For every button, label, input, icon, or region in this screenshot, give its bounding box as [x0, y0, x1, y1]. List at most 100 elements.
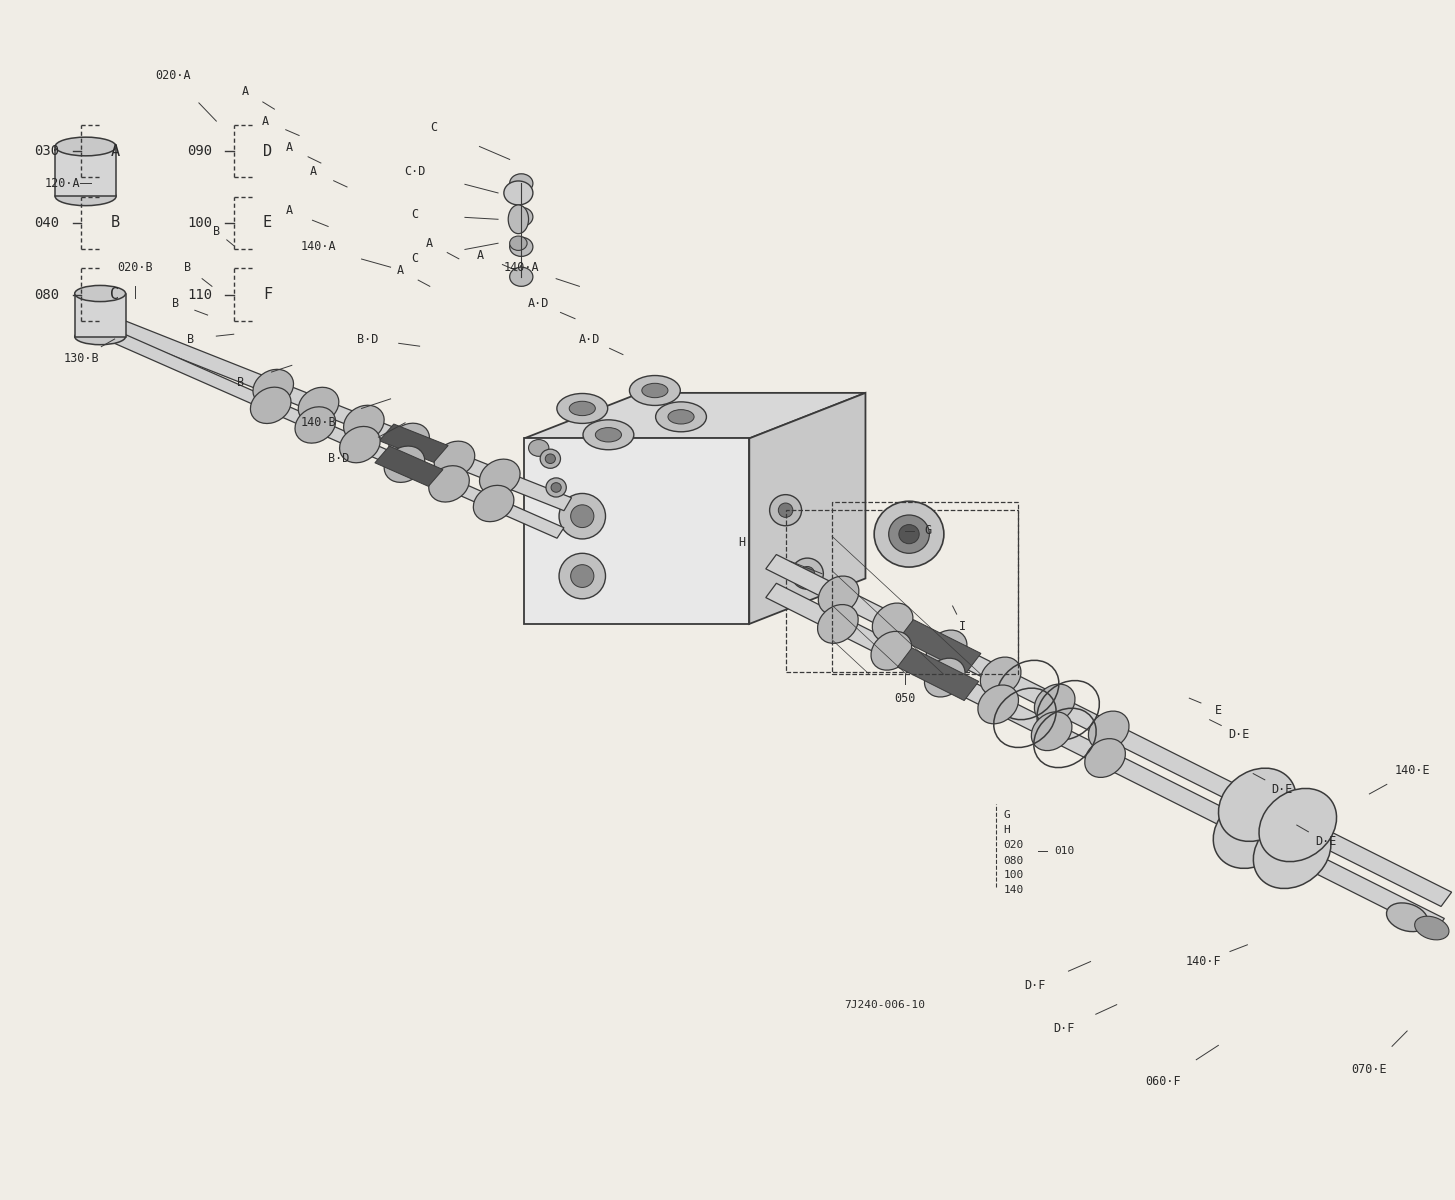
Ellipse shape: [872, 631, 912, 670]
Text: D·E: D·E: [1272, 782, 1293, 796]
Ellipse shape: [1253, 815, 1331, 888]
Text: A: A: [285, 204, 292, 217]
Polygon shape: [111, 318, 572, 511]
Text: 120·A: 120·A: [45, 176, 80, 190]
Ellipse shape: [570, 505, 594, 528]
Text: E: E: [263, 215, 272, 230]
Text: 020: 020: [1004, 840, 1024, 851]
Ellipse shape: [480, 460, 519, 496]
Text: 050: 050: [893, 691, 915, 704]
Ellipse shape: [528, 439, 549, 456]
Ellipse shape: [509, 236, 527, 251]
Ellipse shape: [74, 286, 125, 301]
Text: 100: 100: [1004, 870, 1024, 881]
Ellipse shape: [250, 388, 291, 424]
Text: 100: 100: [186, 216, 212, 230]
Text: 140·B: 140·B: [300, 416, 336, 430]
Text: B: B: [186, 332, 194, 346]
Ellipse shape: [818, 605, 858, 643]
Ellipse shape: [1085, 739, 1125, 778]
Ellipse shape: [434, 442, 474, 478]
Ellipse shape: [559, 493, 605, 539]
Text: G: G: [924, 524, 931, 538]
Ellipse shape: [818, 576, 858, 614]
Ellipse shape: [981, 658, 1021, 696]
Ellipse shape: [557, 394, 608, 424]
Ellipse shape: [429, 466, 470, 502]
Ellipse shape: [1035, 684, 1075, 722]
Ellipse shape: [74, 329, 125, 344]
Text: A: A: [310, 164, 317, 178]
Text: 140·F: 140·F: [1186, 955, 1222, 968]
Polygon shape: [380, 424, 448, 462]
Text: 140·E: 140·E: [1395, 763, 1430, 776]
Ellipse shape: [546, 454, 556, 463]
Text: 090: 090: [186, 144, 212, 158]
Ellipse shape: [1032, 712, 1072, 751]
Ellipse shape: [509, 174, 533, 193]
Text: C·D: C·D: [404, 164, 426, 178]
Ellipse shape: [873, 604, 912, 642]
Ellipse shape: [778, 503, 793, 517]
Text: A: A: [477, 248, 485, 262]
Polygon shape: [55, 146, 116, 197]
Ellipse shape: [583, 420, 634, 450]
Polygon shape: [765, 554, 1452, 906]
Text: A: A: [242, 85, 249, 97]
Ellipse shape: [1387, 902, 1427, 931]
Ellipse shape: [55, 187, 116, 205]
Ellipse shape: [388, 424, 429, 460]
Ellipse shape: [630, 376, 681, 406]
Ellipse shape: [546, 478, 566, 497]
Text: 140·A: 140·A: [503, 260, 540, 274]
Text: D·E: D·E: [1315, 835, 1337, 848]
Text: 080: 080: [35, 288, 60, 301]
Ellipse shape: [656, 402, 707, 432]
Ellipse shape: [295, 407, 336, 443]
Ellipse shape: [559, 553, 605, 599]
Text: C: C: [412, 252, 419, 265]
Text: B: B: [237, 376, 244, 389]
Text: B: B: [183, 260, 191, 274]
Text: 130·B: 130·B: [64, 352, 99, 365]
Text: G: G: [1004, 810, 1010, 821]
Ellipse shape: [1213, 796, 1291, 869]
Text: C: C: [111, 287, 119, 302]
Polygon shape: [74, 294, 125, 337]
Ellipse shape: [503, 181, 533, 205]
Text: A: A: [397, 264, 404, 277]
Text: A: A: [111, 144, 119, 158]
Text: 140·A: 140·A: [300, 240, 336, 253]
Ellipse shape: [253, 370, 294, 406]
Polygon shape: [749, 392, 866, 624]
Ellipse shape: [1218, 768, 1296, 841]
Ellipse shape: [551, 482, 562, 492]
Ellipse shape: [343, 406, 384, 442]
Polygon shape: [765, 583, 1445, 932]
Ellipse shape: [927, 630, 968, 668]
Text: B: B: [111, 215, 119, 230]
Text: 020·A: 020·A: [154, 70, 191, 82]
Ellipse shape: [570, 565, 594, 588]
Text: H: H: [739, 536, 745, 550]
Ellipse shape: [889, 515, 930, 553]
Text: A·D: A·D: [528, 296, 550, 310]
Ellipse shape: [800, 566, 815, 581]
Polygon shape: [524, 438, 749, 624]
Ellipse shape: [55, 137, 116, 156]
Text: F: F: [263, 287, 272, 302]
Text: 070·E: 070·E: [1352, 1063, 1387, 1076]
Ellipse shape: [668, 409, 694, 424]
Text: C: C: [431, 120, 438, 133]
Text: 060·F: 060·F: [1145, 1075, 1181, 1087]
Ellipse shape: [978, 685, 1018, 724]
Ellipse shape: [509, 238, 533, 257]
Ellipse shape: [540, 449, 560, 468]
Ellipse shape: [770, 494, 802, 526]
Text: A: A: [262, 115, 269, 127]
Polygon shape: [111, 331, 565, 539]
Text: I: I: [959, 620, 966, 632]
Text: H: H: [1004, 824, 1010, 835]
Text: D·E: D·E: [1228, 727, 1250, 740]
Text: B·D: B·D: [356, 332, 378, 346]
